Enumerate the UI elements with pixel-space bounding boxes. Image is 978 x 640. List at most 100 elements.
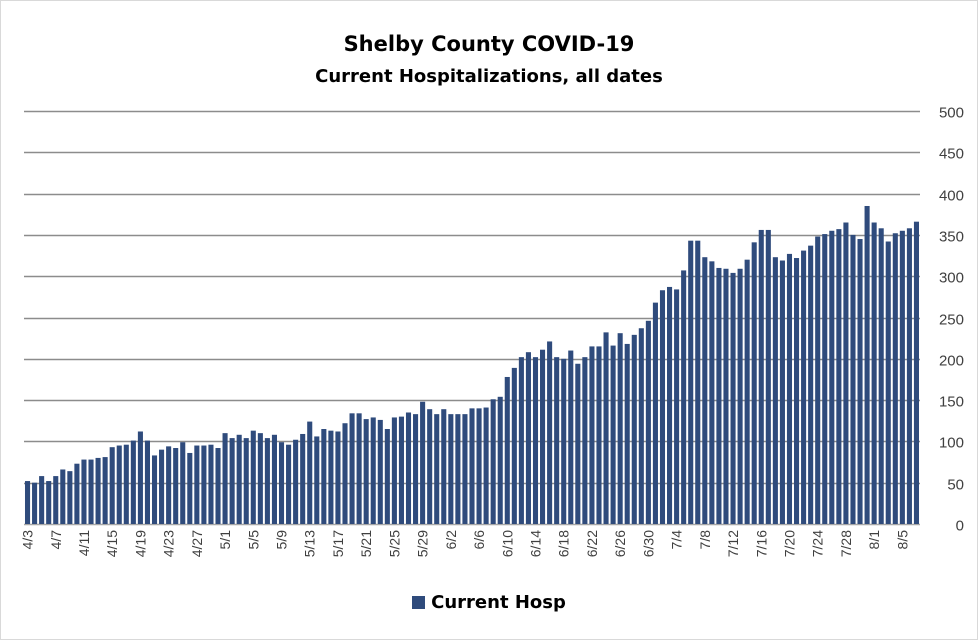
bar xyxy=(434,414,440,524)
bar xyxy=(81,459,87,524)
legend-label: Current Hosp xyxy=(431,592,566,613)
bar xyxy=(688,240,694,524)
bar xyxy=(815,236,821,525)
x-tick-label: 7/28 xyxy=(838,530,854,557)
bar xyxy=(716,267,722,524)
bar xyxy=(751,242,757,524)
bar xyxy=(554,357,560,524)
bar xyxy=(547,341,553,524)
y-tick-label: 50 xyxy=(947,477,964,494)
bar xyxy=(801,250,807,524)
bar xyxy=(363,419,369,524)
bar xyxy=(822,234,828,524)
bar xyxy=(836,229,842,524)
bar xyxy=(328,430,334,524)
x-tick-label: 4/11 xyxy=(76,530,92,556)
bar xyxy=(772,257,778,524)
bar xyxy=(342,423,348,524)
bar xyxy=(695,240,701,524)
y-tick-label: 300 xyxy=(939,270,964,287)
bar xyxy=(857,239,863,524)
bar xyxy=(899,230,905,524)
bar xyxy=(229,438,235,524)
bar xyxy=(208,444,214,524)
bar xyxy=(398,416,404,524)
x-tick-label: 5/1 xyxy=(217,530,233,550)
bar xyxy=(892,233,898,524)
bar xyxy=(194,445,200,524)
bar xyxy=(652,302,658,524)
bar xyxy=(39,476,45,524)
x-tick-label: 7/12 xyxy=(725,530,741,557)
bar xyxy=(236,434,242,524)
x-tick-label: 4/7 xyxy=(48,530,64,550)
bar xyxy=(441,409,447,524)
bar xyxy=(53,476,59,524)
y-tick-label: 150 xyxy=(939,394,964,411)
bar xyxy=(321,429,327,524)
bar xyxy=(476,408,482,524)
bar xyxy=(469,408,475,524)
bar xyxy=(504,376,510,524)
bar xyxy=(674,289,680,524)
chart-subtitle: Current Hospitalizations, all dates xyxy=(315,66,663,87)
bar xyxy=(610,345,616,524)
bar xyxy=(603,332,609,524)
bar xyxy=(525,352,531,524)
bar xyxy=(293,439,299,524)
bar xyxy=(427,409,433,524)
bar xyxy=(843,222,849,524)
bar xyxy=(758,229,764,524)
y-tick-label: 250 xyxy=(939,312,964,329)
bar xyxy=(667,286,673,524)
bar xyxy=(413,414,419,524)
bar xyxy=(300,433,306,524)
bar xyxy=(130,440,136,524)
x-tick-label: 7/24 xyxy=(810,530,826,557)
bar xyxy=(913,221,920,524)
bar xyxy=(885,241,891,524)
bar xyxy=(405,412,412,524)
x-tick-label: 4/3 xyxy=(20,530,36,550)
y-tick-label: 200 xyxy=(939,353,964,370)
x-tick-label: 5/13 xyxy=(302,530,318,557)
x-tick-label: 5/21 xyxy=(358,530,374,557)
bar xyxy=(737,268,743,524)
x-tick-label: 4/27 xyxy=(189,530,205,557)
x-tick-label: 7/4 xyxy=(669,530,685,550)
bar xyxy=(257,433,263,524)
y-tick-label: 350 xyxy=(939,229,964,246)
bar xyxy=(723,268,729,524)
bar xyxy=(349,413,355,524)
bar xyxy=(829,230,835,524)
bar xyxy=(187,452,193,524)
bar xyxy=(264,438,270,524)
x-tick-label: 5/5 xyxy=(245,530,261,550)
bar xyxy=(540,349,546,524)
bar xyxy=(123,444,129,524)
x-tick-label: 6/6 xyxy=(471,530,487,550)
bar xyxy=(878,228,884,525)
bar xyxy=(850,234,856,524)
bar xyxy=(159,449,165,524)
bar xyxy=(448,414,454,524)
bar xyxy=(151,455,158,524)
bar xyxy=(74,463,80,524)
bar xyxy=(215,448,221,524)
x-tick-label: 6/30 xyxy=(640,530,656,557)
bar xyxy=(67,471,73,524)
bar xyxy=(173,448,179,524)
bar xyxy=(575,363,581,524)
y-tick-label: 450 xyxy=(939,146,964,163)
bar xyxy=(32,482,38,524)
bar xyxy=(631,334,637,524)
bar xyxy=(483,407,489,524)
bar xyxy=(137,431,143,524)
x-tick-label: 4/19 xyxy=(132,530,148,557)
y-tick-label: 400 xyxy=(939,188,964,205)
bar xyxy=(46,481,52,524)
bar xyxy=(589,346,595,524)
bar xyxy=(144,440,150,524)
